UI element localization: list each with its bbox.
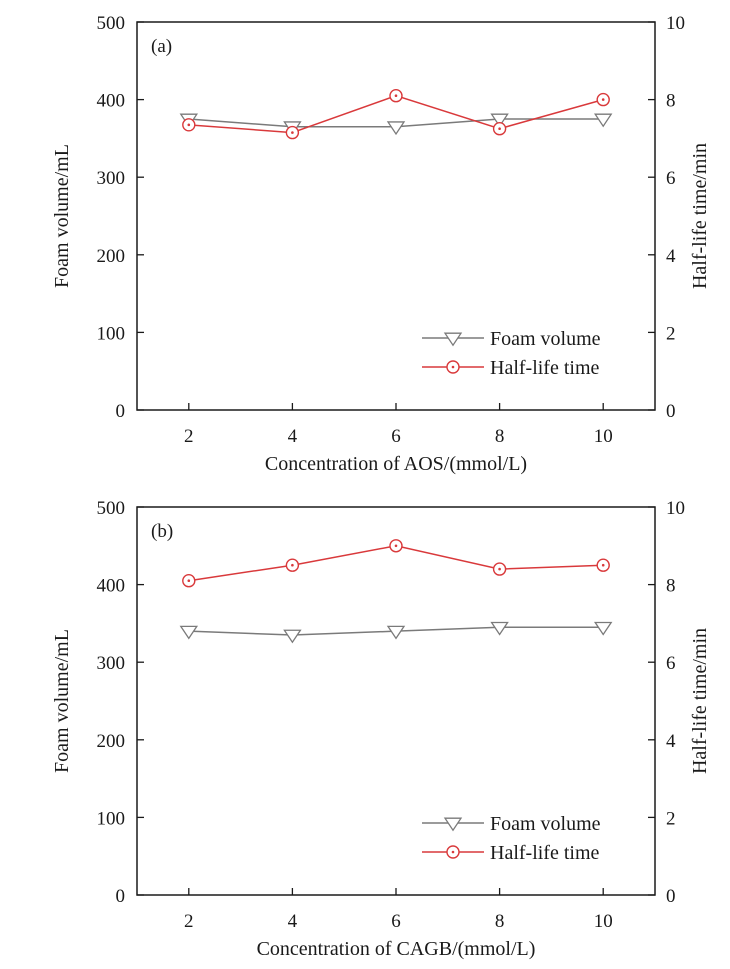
data-point — [179, 625, 199, 640]
left-y-axis-label: Foam volume/mL — [51, 144, 73, 288]
right-y-axis-ticks: 0 2 4 6 8 10 — [648, 13, 685, 422]
plot-frame — [136, 506, 656, 896]
data-point — [596, 558, 610, 572]
left-y-tick-label: 400 — [97, 576, 126, 597]
left-y-tick-label: 100 — [97, 323, 126, 344]
panel-label: (b) — [151, 521, 173, 542]
right-y-tick-label: 6 — [666, 168, 676, 189]
right-y-axis-label: Half-life time/min — [689, 143, 711, 289]
panel-label: (a) — [151, 36, 172, 57]
x-axis-ticks: 2 4 6 8 10 — [184, 888, 613, 932]
chart-panel-a: 2 4 6 8 1001002003004005000246810Concentrati… — [51, 13, 711, 475]
left-y-tick-label: 300 — [97, 653, 126, 674]
data-point — [386, 625, 406, 640]
legend-marker — [446, 360, 460, 374]
left-y-axis-ticks: 0 100 200 300 400 500 — [97, 13, 144, 422]
left-y-tick-label: 500 — [97, 13, 126, 34]
series-foam-volume — [179, 113, 613, 136]
data-point-dot — [601, 563, 605, 567]
data-point — [283, 629, 302, 644]
x-tick-label: 4 — [288, 426, 298, 447]
series-half-life-time — [182, 89, 610, 140]
legend: Foam volume Half-life time — [422, 813, 601, 864]
left-y-tick-label: 0 — [116, 401, 126, 422]
right-y-tick-label: 4 — [666, 246, 676, 267]
left-y-tick-label: 400 — [97, 91, 126, 112]
left-y-tick-label: 300 — [97, 168, 126, 189]
left-y-tick-label: 500 — [97, 498, 126, 519]
left-y-axis-ticks: 0 100 200 300 400 500 — [97, 498, 144, 907]
data-point-dot — [394, 544, 398, 548]
right-y-tick-label: 6 — [666, 653, 676, 674]
legend-marker — [443, 817, 463, 832]
x-tick-label: 10 — [594, 911, 613, 932]
x-axis-label: Concentration of AOS/(mmol/L) — [265, 453, 527, 475]
x-axis-label: Concentration of CAGB/(mmol/L) — [257, 938, 536, 960]
data-point-dot — [498, 127, 501, 130]
data-point — [389, 539, 403, 553]
legend: Foam volume Half-life time — [422, 328, 601, 379]
legend-marker-dot — [451, 365, 455, 369]
data-point — [492, 121, 507, 136]
data-point — [593, 113, 613, 128]
left-y-tick-label: 200 — [97, 246, 126, 267]
x-tick-label: 2 — [184, 426, 194, 447]
x-axis-ticks: 2 4 6 8 10 — [184, 403, 613, 447]
data-point — [386, 121, 406, 136]
data-point-dot — [498, 567, 501, 571]
legend-label: Foam volume — [490, 813, 601, 835]
right-y-tick-label: 4 — [666, 731, 676, 752]
data-point — [492, 562, 507, 576]
right-y-tick-label: 10 — [666, 13, 685, 34]
data-point-dot — [394, 94, 398, 98]
data-point — [593, 621, 613, 636]
right-y-tick-label: 2 — [666, 808, 676, 829]
legend-marker — [446, 845, 460, 859]
legend-marker — [443, 332, 463, 347]
right-y-axis-label: Half-life time/min — [689, 628, 711, 774]
right-y-axis-ticks: 0 2 4 6 8 10 — [648, 498, 685, 907]
data-point — [285, 558, 300, 572]
right-y-tick-label: 10 — [666, 498, 685, 519]
data-point — [490, 113, 509, 128]
right-y-tick-label: 0 — [666, 886, 676, 907]
data-point — [285, 125, 300, 140]
left-y-tick-label: 0 — [116, 886, 126, 907]
data-point — [182, 118, 196, 132]
data-point-dot — [187, 123, 191, 127]
data-point — [182, 574, 196, 588]
x-tick-label: 8 — [495, 426, 505, 447]
right-y-tick-label: 8 — [666, 576, 676, 597]
x-tick-label: 4 — [288, 911, 298, 932]
data-point-dot — [601, 98, 605, 101]
series-half-life-time — [182, 539, 610, 588]
chart-panel-b: 2 4 6 8 1001002003004005000246810Concentrati… — [51, 498, 711, 960]
right-y-tick-label: 8 — [666, 91, 676, 112]
data-point-dot — [291, 131, 294, 134]
series-foam-volume — [179, 621, 613, 644]
left-y-tick-label: 100 — [97, 808, 126, 829]
legend-label: Half-life time — [490, 357, 600, 379]
left-y-tick-label: 200 — [97, 731, 126, 752]
plot-frame — [136, 21, 656, 411]
legend-label: Half-life time — [490, 842, 600, 864]
legend-label: Foam volume — [490, 328, 601, 350]
data-point — [596, 92, 610, 107]
data-point — [490, 621, 509, 636]
x-tick-label: 6 — [391, 911, 401, 932]
x-tick-label: 10 — [594, 426, 613, 447]
x-tick-label: 8 — [495, 911, 505, 932]
data-point-dot — [187, 579, 191, 583]
x-tick-label: 6 — [391, 426, 401, 447]
data-point-dot — [291, 563, 294, 567]
x-tick-label: 2 — [184, 911, 194, 932]
legend-marker-dot — [451, 850, 455, 854]
left-y-axis-label: Foam volume/mL — [51, 629, 73, 773]
right-y-tick-label: 2 — [666, 323, 676, 344]
data-point — [389, 89, 403, 103]
right-y-tick-label: 0 — [666, 401, 676, 422]
